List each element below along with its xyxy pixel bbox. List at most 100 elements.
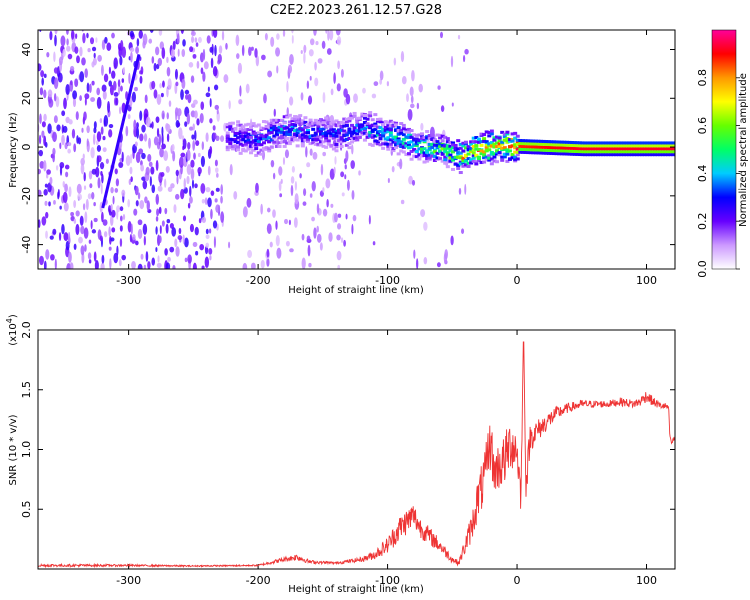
spectrogram-noise-cell bbox=[241, 44, 245, 57]
spectrogram-noise-cell bbox=[184, 237, 189, 248]
spectrogram-ridge-cell bbox=[458, 162, 463, 166]
spectrogram-noise-cell bbox=[66, 38, 69, 46]
spectrogram-ridge-cell bbox=[606, 150, 611, 154]
spectrogram-noise-cell bbox=[200, 101, 205, 111]
spectrogram-ridge-cell bbox=[350, 136, 355, 140]
spectrogram-noise-cell bbox=[330, 203, 334, 208]
spectrogram-ridge-cell bbox=[513, 150, 518, 154]
spectrogram-noise-cell bbox=[86, 125, 90, 134]
spectrogram-noise-cell bbox=[444, 249, 448, 260]
spectrogram-y-label: Frequency (Hz) bbox=[8, 112, 19, 188]
spectrogram-ridge-cell bbox=[225, 137, 230, 141]
spectrogram-ridge-cell bbox=[427, 147, 432, 151]
spectrogram-noise-cell bbox=[79, 46, 83, 57]
spectrogram-ridge-cell bbox=[474, 144, 479, 148]
spectrogram-noise-cell bbox=[116, 245, 119, 256]
spectrogram-noise-cell bbox=[61, 110, 66, 117]
spectrogram-noise-cell bbox=[321, 40, 326, 49]
spectrogram-ridge-cell bbox=[362, 116, 367, 120]
spectrogram-ridge-cell bbox=[637, 141, 642, 145]
spectrogram-ridge-cell bbox=[264, 126, 269, 130]
spectrogram-ridge-cell bbox=[311, 141, 316, 145]
spectrogram-ridge-cell bbox=[274, 132, 279, 136]
spectrogram-ridge-cell bbox=[360, 123, 365, 127]
spectrogram-noise-cell bbox=[313, 227, 317, 239]
spectrogram-ridge-cell bbox=[430, 154, 435, 158]
spectrogram-noise-cell bbox=[420, 122, 424, 131]
spectrogram-ridge-cell bbox=[295, 120, 300, 124]
spectrogram-ridge-cell bbox=[655, 150, 660, 154]
spectrogram-noise-cell bbox=[88, 259, 92, 264]
spectrogram-ridge-cell bbox=[510, 153, 515, 157]
spectrogram-ridge-cell bbox=[378, 129, 383, 133]
spectrogram-noise-cell bbox=[322, 187, 325, 193]
spectrogram-ridge-cell bbox=[274, 144, 279, 148]
spectrogram-ridge-cell bbox=[272, 118, 277, 122]
spectrogram-ridge-cell bbox=[489, 132, 494, 136]
spectrogram-noise-cell bbox=[213, 84, 219, 91]
spectrogram-noise-cell bbox=[326, 48, 332, 55]
spectrogram-noise-cell bbox=[194, 183, 198, 189]
spectrogram-noise-cell bbox=[245, 83, 250, 94]
spectrogram-ridge-cell bbox=[401, 137, 406, 141]
spectrogram-ridge-cell bbox=[334, 142, 339, 146]
spectrogram-noise-cell bbox=[46, 169, 51, 175]
spectrogram-noise-cell bbox=[159, 147, 165, 158]
spectrogram-ridge-cell bbox=[414, 155, 419, 159]
spectrogram-noise-cell bbox=[157, 57, 163, 67]
spectrogram-noise-cell bbox=[212, 125, 216, 131]
spectrogram-noise-cell bbox=[316, 233, 322, 243]
spectrogram-noise-cell bbox=[255, 182, 259, 194]
spectrogram-noise-cell bbox=[372, 241, 376, 246]
spectrogram-noise-cell bbox=[280, 178, 283, 184]
spectrogram-noise-cell bbox=[294, 193, 299, 205]
spectrogram-noise-cell bbox=[358, 170, 361, 176]
snr-frame bbox=[37, 329, 676, 570]
spectrogram-noise-cell bbox=[104, 36, 108, 44]
spectrogram-ridge-cell bbox=[479, 160, 484, 164]
spectrogram-ridge-cell bbox=[417, 147, 422, 151]
spectrogram-ridge-cell bbox=[375, 139, 380, 143]
spectrogram-noise-cell bbox=[330, 88, 334, 96]
spectrogram-noise-cell bbox=[168, 100, 172, 107]
spectrogram-ridge-cell bbox=[285, 115, 290, 119]
spectrogram-noise-cell bbox=[39, 30, 42, 32]
spectrogram-ridge-cell bbox=[368, 134, 373, 138]
spectrogram-noise-cell bbox=[39, 113, 42, 124]
spectrogram-ridge-cell bbox=[492, 145, 497, 149]
spectrogram-noise-cell bbox=[78, 236, 83, 244]
spectrogram-noise-cell bbox=[47, 89, 53, 98]
spectrogram-ridge-cell bbox=[671, 144, 675, 148]
colorbar-scale bbox=[711, 29, 737, 270]
spectrogram-ridge-cell bbox=[484, 145, 489, 149]
spectrogram-ridge-cell bbox=[616, 153, 621, 157]
spectrogram-ridge-cell bbox=[282, 126, 287, 130]
spectrogram-noise-cell bbox=[92, 57, 97, 66]
spectrogram-ridge-cell bbox=[295, 138, 300, 142]
spectrogram-noise-cell bbox=[61, 223, 65, 235]
colorbar-tick-label: 0.2 bbox=[696, 212, 709, 230]
spectrogram-ridge-cell bbox=[554, 143, 559, 147]
spectrogram-ridge-cell bbox=[520, 150, 525, 154]
spectrogram-noise-cell bbox=[325, 178, 331, 189]
spectrogram-noise-cell bbox=[72, 97, 77, 108]
spectrogram-ridge-cell bbox=[243, 139, 248, 143]
spectrogram-ridge-cell bbox=[362, 131, 367, 135]
colorbar-tick-label: 0.4 bbox=[696, 165, 709, 183]
spectrogram-ridge-cell bbox=[440, 151, 445, 155]
spectrogram-noise-cell bbox=[171, 143, 175, 152]
spectrogram-ridge-cell bbox=[448, 140, 453, 144]
spectrogram-ridge-cell bbox=[337, 139, 342, 143]
spectrogram-ridge-cell bbox=[466, 164, 471, 168]
spectrogram-ridge-cell bbox=[324, 133, 329, 137]
spectrogram-noise-cell bbox=[155, 116, 160, 124]
spectrogram-ridge-cell bbox=[513, 131, 518, 135]
spectrogram-ridge-cell bbox=[443, 158, 448, 162]
spectrogram-noise-cell bbox=[122, 213, 126, 221]
spectrogram-noise-cell bbox=[101, 39, 106, 51]
spectrogram-ridge-cell bbox=[515, 150, 520, 154]
spectrogram-ridge-cell bbox=[655, 147, 660, 151]
spectrogram-noise-cell bbox=[66, 45, 71, 52]
spectrogram-noise-cell bbox=[307, 95, 313, 105]
spectrogram-ridge-cell bbox=[479, 143, 484, 147]
